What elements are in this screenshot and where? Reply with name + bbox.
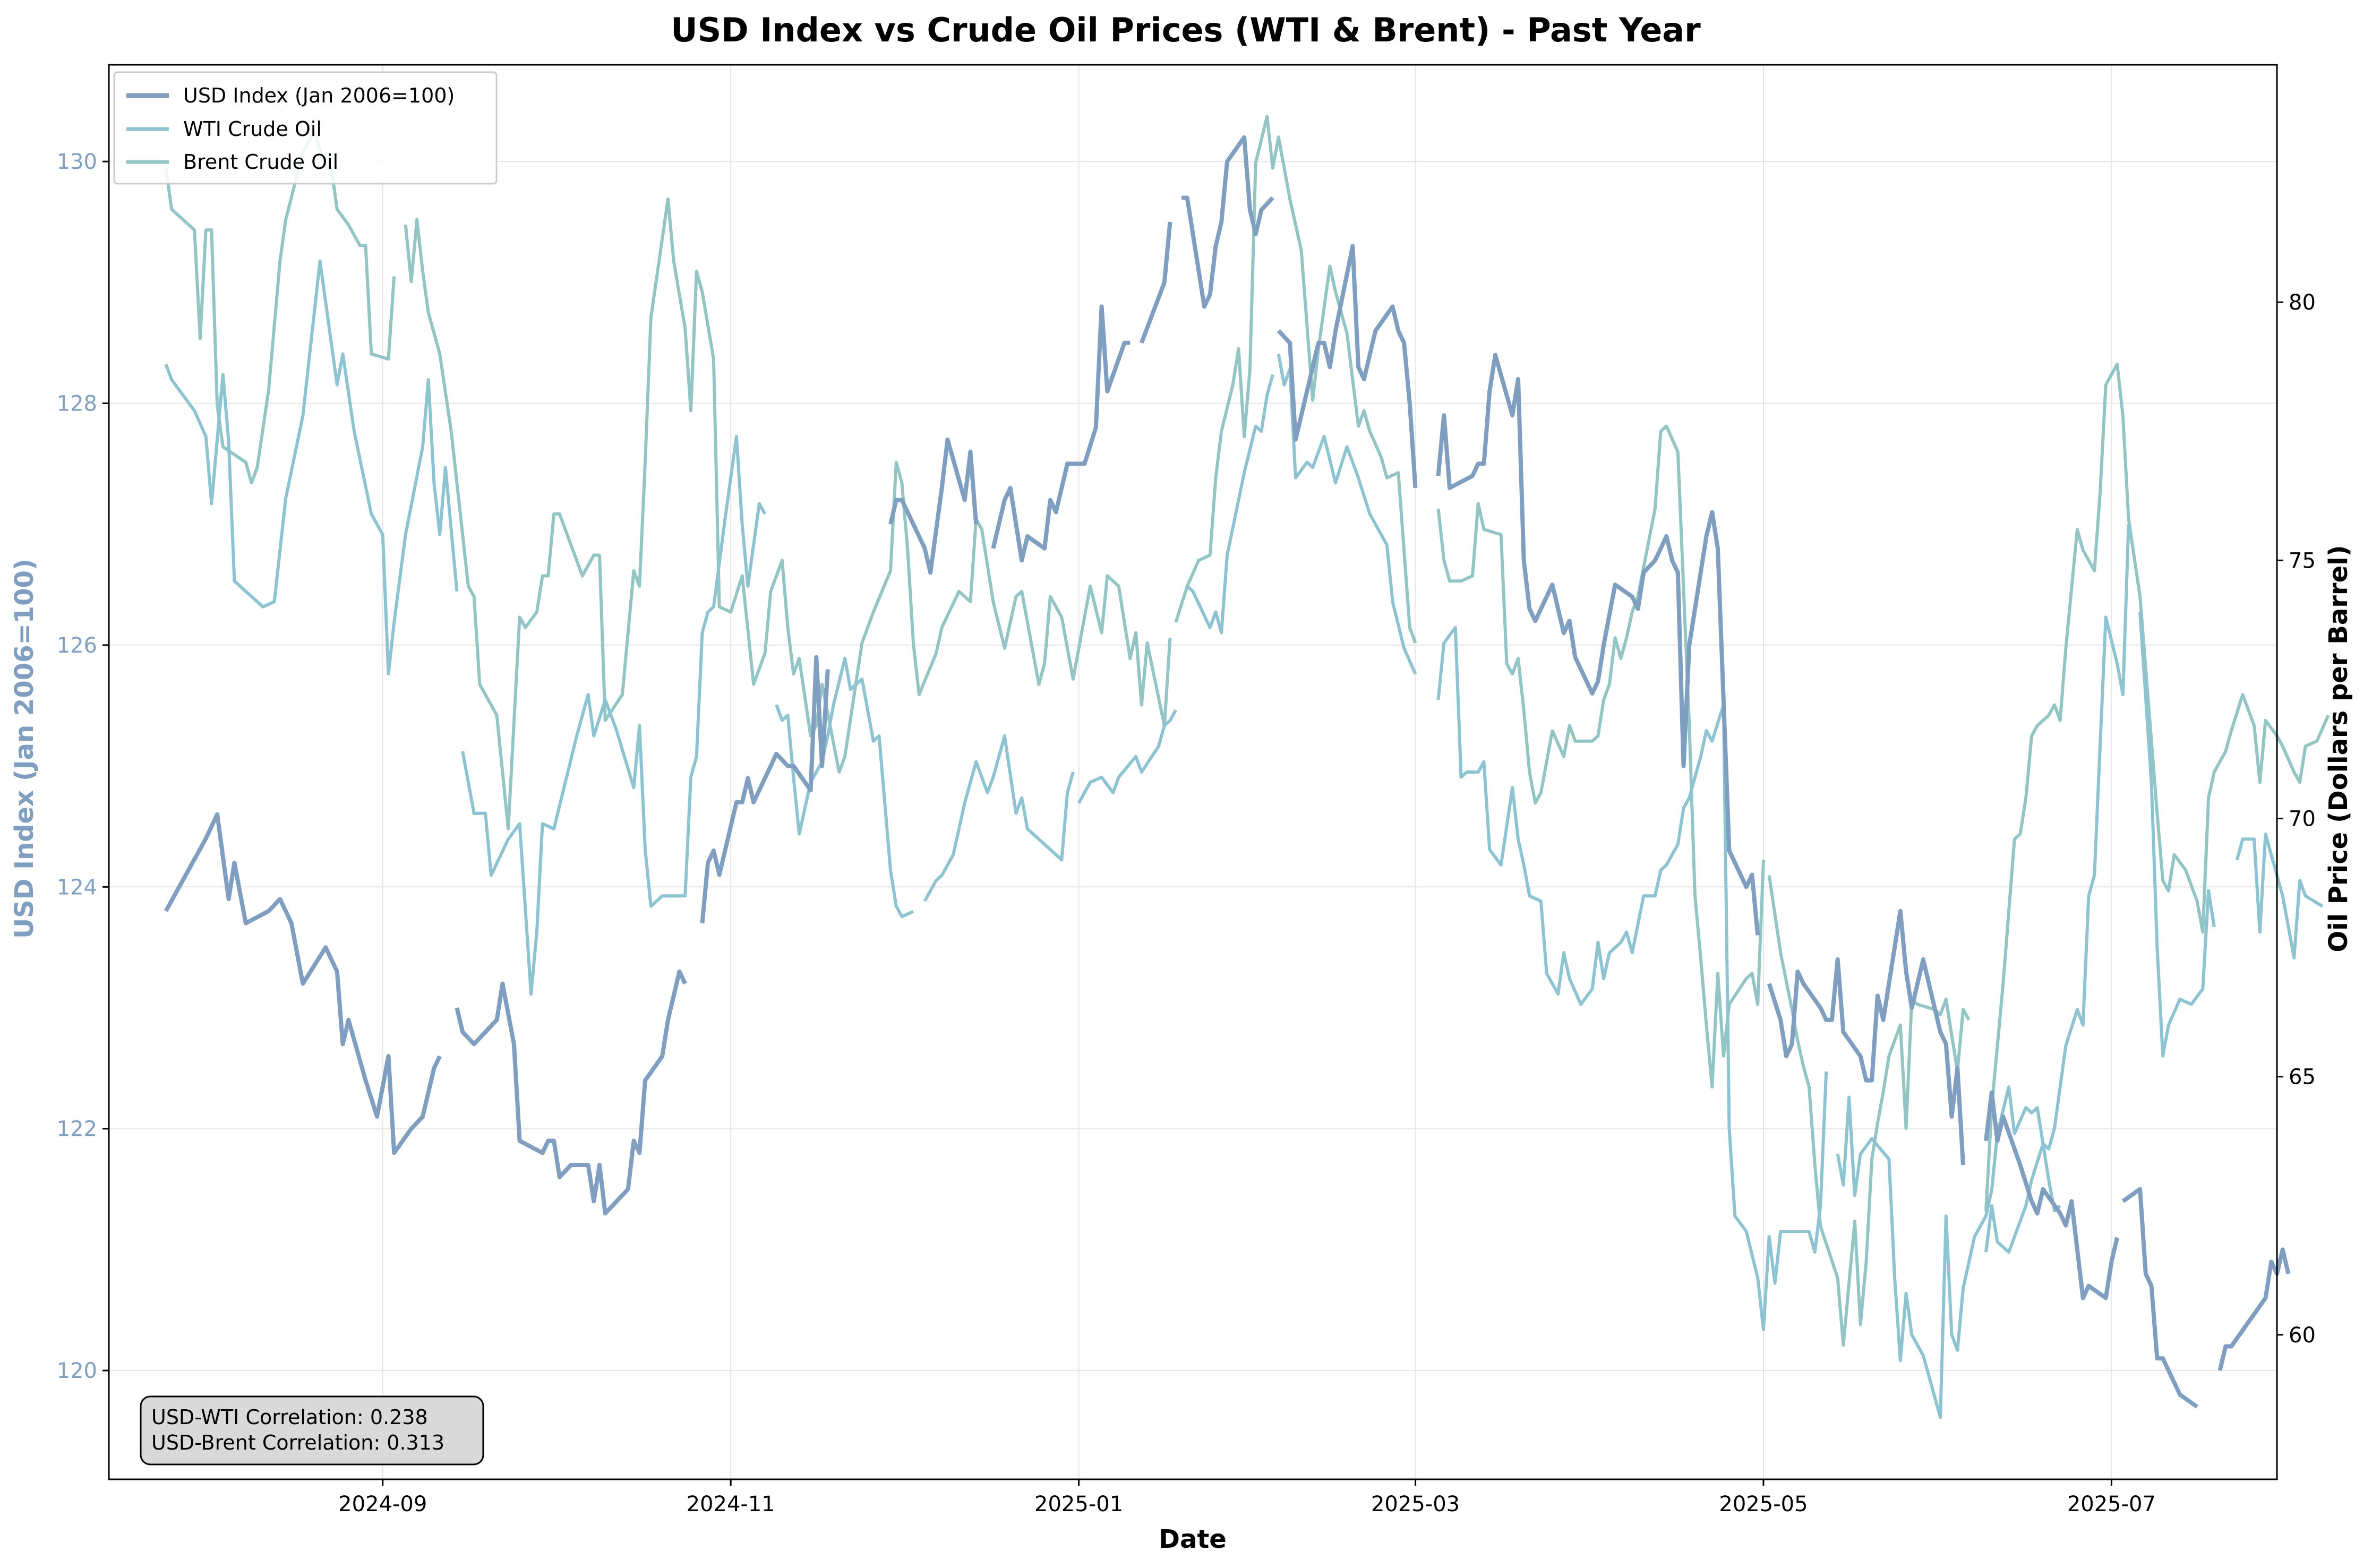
- series-line-usd: [2217, 1247, 2291, 1372]
- x-tick-label: 2025-01: [1034, 1492, 1123, 1516]
- y-right-tick-label: 70: [2289, 807, 2316, 832]
- series-line-usd: [1984, 1090, 2119, 1300]
- y-left-tick-label: 126: [57, 633, 97, 658]
- x-axis: 2024-09 2024-11 2025-01 2025-03 2025-05 2025-…: [338, 1479, 2156, 1516]
- x-tick-label: 2025-07: [2067, 1492, 2156, 1516]
- series-line-usd: [164, 812, 442, 1155]
- series-line-wti: [2138, 612, 2216, 1058]
- legend-label-wti: WTI Crude Oil: [183, 117, 322, 141]
- series-line-usd: [888, 437, 979, 575]
- series-line-usd: [1140, 221, 1172, 344]
- y-left-tick-label: 122: [57, 1117, 97, 1142]
- legend: USD Index (Jan 2006=100) WTI Crude Oil B…: [113, 71, 498, 185]
- series-line-usd: [1436, 353, 1760, 936]
- series-line-wti: [1077, 709, 1177, 804]
- y-axis-right: 60 65 70 75 80: [2277, 290, 2316, 1348]
- series-line-wti: [2235, 832, 2324, 959]
- y-right-tick-label: 80: [2289, 290, 2316, 315]
- correlation-usd-brent: USD-Brent Correlation: 0.313: [151, 1431, 444, 1454]
- series-line-brent: [164, 130, 396, 485]
- series-line-wti: [1984, 524, 2130, 1254]
- series-line-usd: [455, 969, 687, 1216]
- correlation-usd-wti: USD-WTI Correlation: 0.238: [151, 1406, 428, 1429]
- series-line-wti: [1186, 374, 1274, 635]
- y-left-tick-label: 128: [57, 392, 97, 416]
- series-line-usd: [1767, 909, 1965, 1166]
- grid: [109, 65, 2277, 1479]
- y-axis-left-title: USD Index (Jan 2006=100): [10, 559, 39, 939]
- series-line-wti: [1836, 1085, 2061, 1419]
- series-line-usd: [1277, 244, 1418, 489]
- y-left-tick-label: 124: [57, 875, 97, 899]
- plot-lines: [164, 115, 2330, 1419]
- plot-frame: [108, 64, 2278, 1480]
- legend-label-usd: USD Index (Jan 2006=100): [183, 84, 455, 107]
- legend-label-brent: Brent Crude Oil: [183, 150, 338, 174]
- y-right-tick-label: 65: [2289, 1065, 2316, 1090]
- series-line-usd: [700, 655, 830, 923]
- y-right-tick-label: 60: [2289, 1323, 2316, 1348]
- correlation-box-background: [140, 1395, 484, 1466]
- x-axis-title: Date: [1159, 1524, 1227, 1554]
- legend-box: [113, 71, 498, 185]
- y-left-tick-label: 130: [57, 150, 97, 174]
- series-line-brent: [1174, 115, 1417, 644]
- series-line-usd: [2121, 1187, 2198, 1409]
- series-line-wti: [461, 435, 767, 996]
- series-line-brent: [1436, 424, 1765, 1089]
- series-line-brent: [1984, 362, 2330, 1211]
- series-line-usd: [1181, 135, 1274, 309]
- series-line-brent: [1767, 875, 1971, 1347]
- series-line-brent: [404, 197, 1172, 830]
- y-axis-left: 120 122 124 126 128 130: [57, 150, 109, 1383]
- x-tick-label: 2025-05: [1719, 1492, 1808, 1516]
- x-tick-label: 2025-03: [1371, 1492, 1460, 1516]
- series-line-wti: [923, 734, 1075, 902]
- series-line-usd: [991, 304, 1131, 563]
- correlation-box: USD-WTI Correlation: 0.238 USD-Brent Cor…: [140, 1395, 484, 1466]
- series-line-wti: [1436, 626, 1828, 1331]
- chart-title: USD Index vs Crude Oil Prices (WTI & Bre…: [671, 11, 1701, 49]
- series-line-wti: [164, 259, 459, 676]
- x-tick-label: 2024-11: [687, 1492, 775, 1516]
- y-right-tick-label: 75: [2289, 549, 2316, 573]
- y-axis-right-title: Oil Price (Dollars per Barrel): [2324, 545, 2353, 952]
- x-tick-label: 2024-09: [338, 1492, 427, 1516]
- y-left-tick-label: 120: [57, 1359, 97, 1383]
